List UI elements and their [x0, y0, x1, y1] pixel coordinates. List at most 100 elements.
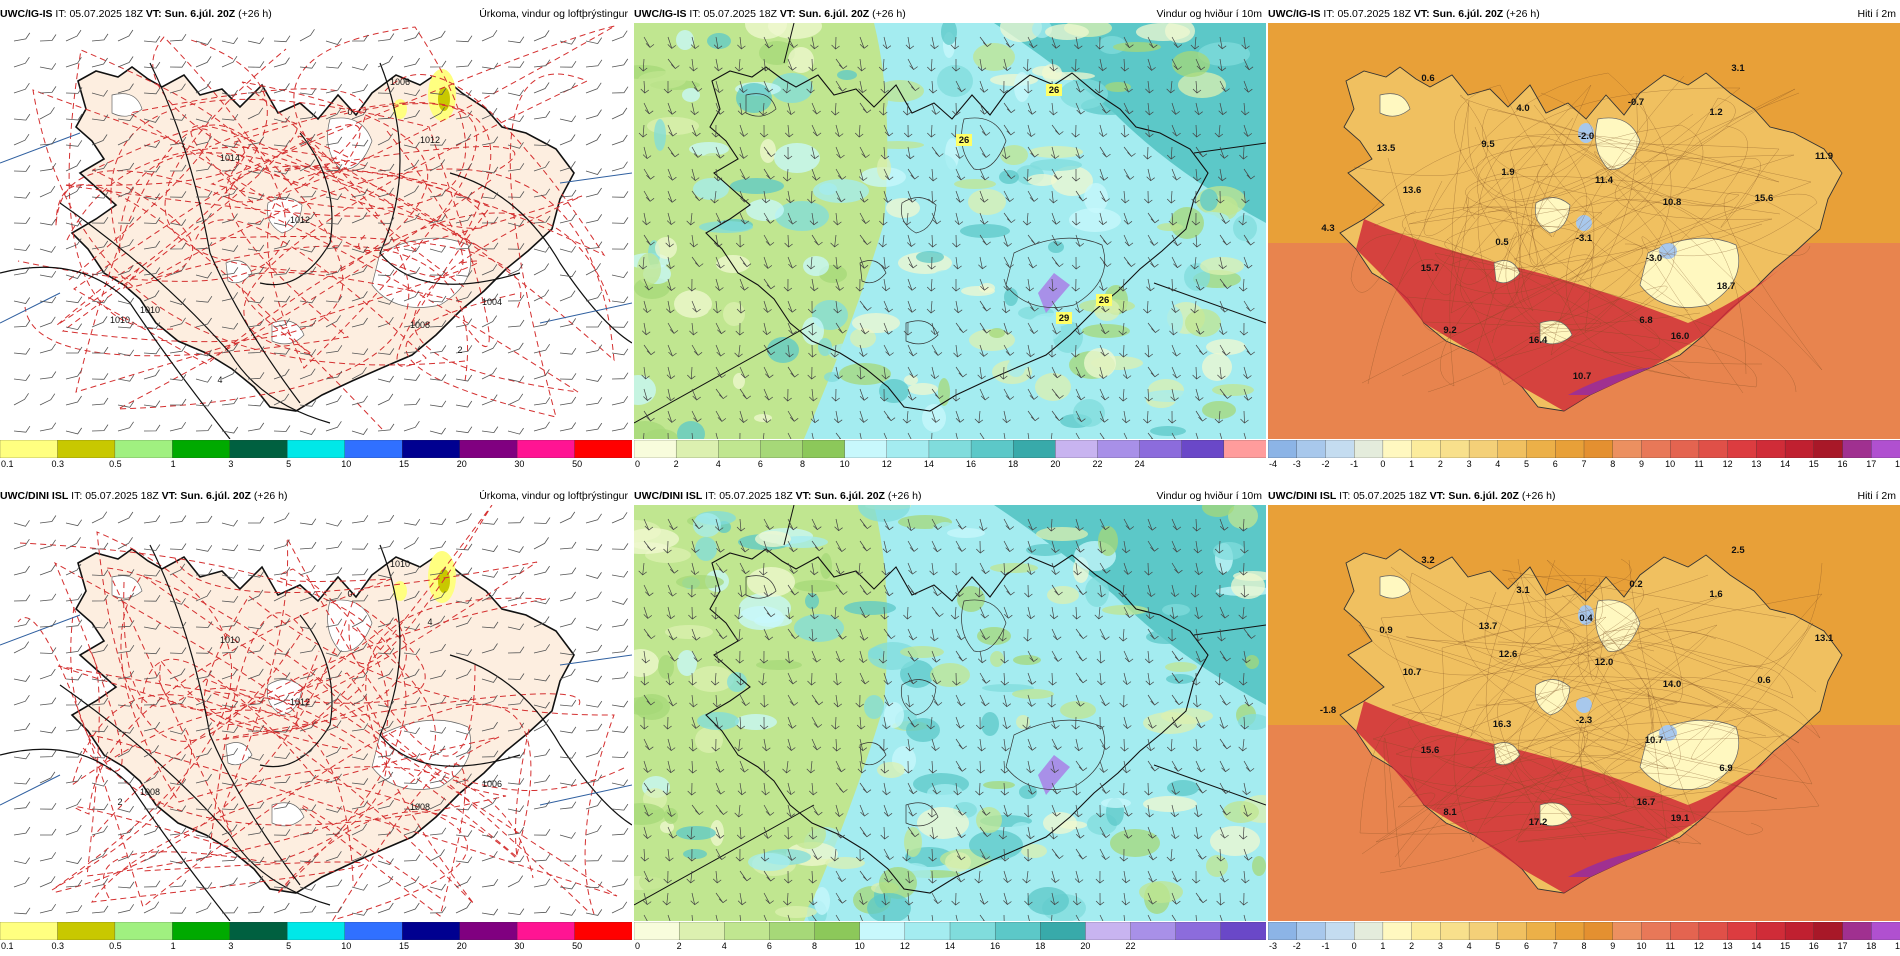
wind-barb — [299, 518, 317, 526]
wind-arrow — [928, 234, 937, 248]
wind-barb — [117, 56, 134, 68]
map-canvas[interactable]: 0.63.14.0-0.71.213.5 9.5-2.011.91.911.413… — [1268, 23, 1900, 439]
wind-barb — [247, 318, 265, 328]
colorbar-tick: 6 — [757, 459, 763, 469]
wind-barb — [325, 827, 343, 836]
temperature-label: 18.7 — [1717, 281, 1736, 292]
wind-field — [820, 553, 832, 579]
wind-arrow — [1238, 672, 1248, 686]
wind-barb — [377, 316, 394, 328]
wind-barb — [143, 647, 161, 655]
wind-arrow — [977, 650, 987, 664]
wind-arrow — [667, 36, 677, 49]
wind-arrow — [786, 102, 796, 116]
wind-barb — [481, 774, 499, 784]
wind-arrow — [734, 344, 743, 358]
wind-arrow — [759, 562, 768, 576]
wind-arrow — [834, 124, 844, 138]
temperature-label: 13.7 — [1479, 621, 1498, 632]
wind-barb — [39, 270, 57, 278]
wind-barb — [13, 82, 30, 94]
wind-arrow — [883, 410, 896, 422]
wind-arrow — [1075, 322, 1084, 335]
gust-label-bg — [1046, 84, 1062, 96]
wind-arrow — [808, 892, 818, 906]
wind-arrow — [835, 562, 845, 575]
isobar-label: 1010 — [220, 635, 240, 645]
wind-barb — [118, 776, 135, 784]
wind-arrow — [1243, 848, 1253, 861]
wind-field — [1051, 166, 1093, 196]
wind-barb — [481, 166, 499, 174]
wind-arrow — [1099, 848, 1110, 861]
wind-barb — [117, 805, 134, 813]
wind-barb — [221, 322, 239, 330]
colorbar-tick: -2 — [1292, 941, 1301, 951]
wind-arrow — [807, 672, 816, 686]
colorbar-swatch — [1784, 922, 1815, 940]
wind-arrow — [1171, 234, 1182, 247]
wind-barb — [481, 694, 498, 706]
colorbar-swatch — [1220, 922, 1266, 940]
wind-arrow — [1195, 892, 1208, 904]
wind-arrow — [907, 782, 918, 795]
wind-arrow — [1075, 518, 1084, 531]
wind-arrow — [905, 36, 915, 50]
wind-arrow — [835, 782, 848, 793]
wind-arrow — [1214, 540, 1224, 554]
wind-arrow — [811, 124, 822, 137]
wind-arrow — [859, 388, 869, 401]
wind-barb — [429, 518, 447, 526]
wind-barb — [195, 694, 212, 706]
wind-arrow — [787, 366, 799, 378]
wind-barb — [377, 163, 395, 172]
colorbar-tick: 3 — [1437, 941, 1443, 951]
wind-barb — [169, 374, 187, 381]
wind-barb — [585, 909, 603, 916]
wind-barb — [247, 422, 265, 432]
wind-barb — [611, 86, 629, 94]
wind-arrow — [667, 58, 680, 69]
wind-barb — [403, 318, 421, 328]
wind-arrow — [881, 562, 890, 576]
colorbar-swatch — [814, 922, 861, 940]
wind-arrow — [1144, 344, 1154, 358]
map-canvas[interactable]: 3.22.53.10.21.60.9 13.70.413.112.612.010.… — [1268, 505, 1900, 921]
wind-arrow — [667, 124, 678, 137]
wind-barb — [351, 212, 368, 224]
wind-arrow — [739, 190, 749, 203]
wind-arrow — [835, 804, 844, 817]
wind-arrow — [643, 738, 654, 751]
wind-arrow — [710, 190, 719, 204]
wind-barb — [377, 514, 395, 524]
temperature-contour — [17, 542, 532, 908]
wind-arrow — [643, 914, 648, 921]
wind-arrow — [907, 432, 912, 439]
wind-arrow — [1145, 80, 1154, 94]
wind-barb — [169, 563, 186, 576]
wind-barb — [195, 545, 213, 552]
wind-arrow — [763, 256, 773, 269]
wind-arrow — [1120, 738, 1129, 752]
wind-field — [1009, 346, 1033, 370]
colorbar-tick: 7 — [1581, 459, 1587, 469]
colorbar-swatch — [1181, 440, 1225, 458]
wind-barb — [533, 82, 550, 94]
wind-barb — [403, 902, 420, 914]
wind-barb — [299, 905, 317, 914]
temperature-contour — [267, 74, 606, 369]
wind-arrow — [1239, 562, 1248, 576]
map-canvas[interactable] — [634, 505, 1266, 921]
wind-arrow — [1027, 234, 1040, 245]
wind-arrow — [1051, 848, 1064, 859]
wind-barb — [403, 777, 421, 784]
lead-time: (+26 h) — [1506, 8, 1540, 20]
wind-barb — [13, 133, 30, 146]
colorbar-swatch — [1842, 922, 1872, 940]
wind-field — [919, 153, 957, 185]
wind-barb — [39, 371, 57, 380]
wind-barb — [533, 59, 551, 68]
